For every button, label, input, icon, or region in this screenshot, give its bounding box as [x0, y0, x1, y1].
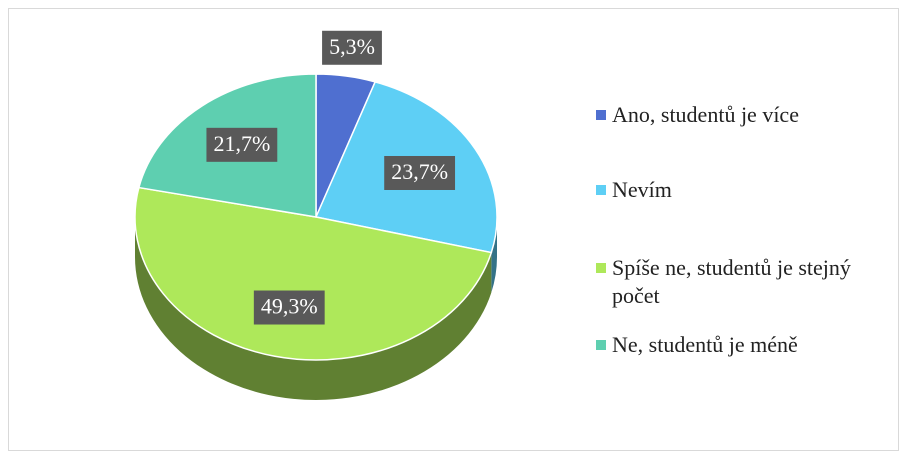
legend-label: Nevím [612, 177, 672, 202]
legend-label: Ano, studentů je více [612, 102, 799, 127]
legend-item: Ano, studentů je více [596, 101, 856, 129]
data-label-box [384, 155, 456, 190]
data-label: 23,7% [384, 155, 456, 190]
data-label-text: 21,7% [213, 131, 270, 156]
data-label: 21,7% [206, 127, 278, 162]
data-label-text: 23,7% [391, 159, 448, 184]
data-label-box [322, 30, 382, 65]
legend-item: Ne, studentů je méně [596, 331, 856, 359]
legend-label: Spíše ne, studentů je stejný počet [612, 255, 851, 308]
data-label: 5,3% [322, 30, 382, 65]
data-label-box [206, 127, 278, 162]
legend-item: Nevím [596, 176, 856, 204]
legend-swatch [596, 340, 606, 350]
legend-swatch [596, 185, 606, 195]
data-label-box [253, 290, 325, 325]
legend-item: Spíše ne, studentů je stejný počet [596, 254, 856, 310]
data-label: 49,3% [253, 290, 325, 325]
slice [134, 186, 493, 361]
legend-swatch [596, 110, 606, 120]
legend-label: Ne, studentů je méně [612, 332, 798, 357]
data-label-text: 5,3% [329, 34, 375, 59]
legend-swatch [596, 263, 606, 273]
data-label-text: 49,3% [261, 294, 318, 319]
slice-side [135, 217, 492, 401]
